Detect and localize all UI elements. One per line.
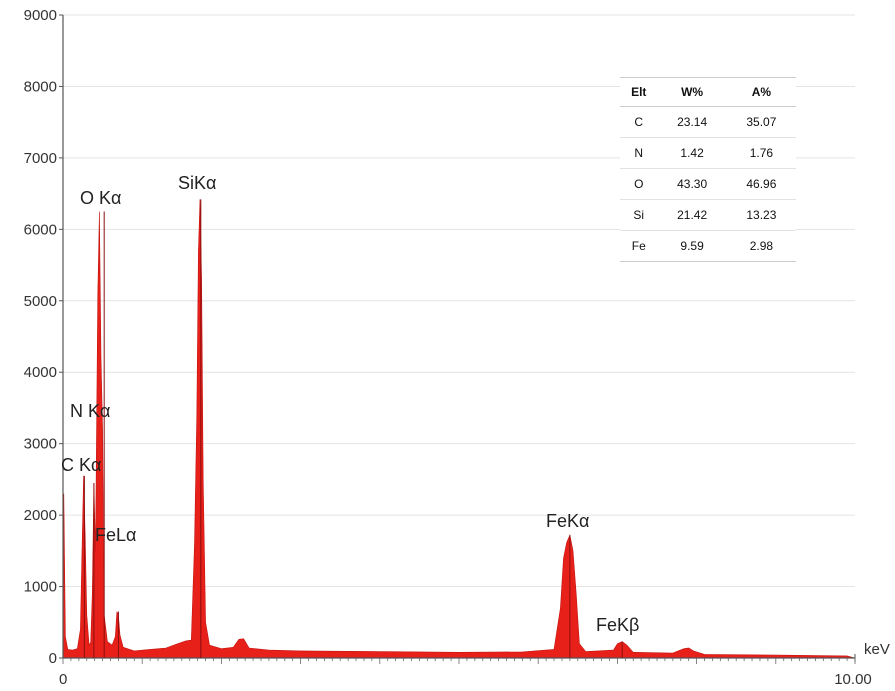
table-row: Si 21.42 13.23 <box>620 199 796 231</box>
y-tick-label: 9000 <box>24 7 57 24</box>
tick-labels: 0 1000 2000 3000 4000 5000 6000 7000 8000 9000 0 10… <box>24 7 872 688</box>
table-row: Fe 9.59 2.98 <box>620 230 796 262</box>
y-tick-label: 3000 <box>24 436 57 453</box>
y-tick-label: 7000 <box>24 150 57 167</box>
table-header-row: Elt W% A% <box>620 77 796 107</box>
cell-atomic: 35.07 <box>726 106 796 138</box>
peak-labels: C Kα N Kα O Kα FeLα SiKα FeKα FeKβ <box>61 173 639 658</box>
spectrum-area <box>62 199 856 659</box>
table-row: O 43.30 46.96 <box>620 168 796 200</box>
cell-element: O <box>620 168 658 200</box>
cell-atomic: 46.96 <box>726 168 796 200</box>
y-tick-label: 6000 <box>24 221 57 238</box>
table-row: N 1.42 1.76 <box>620 137 796 169</box>
peak-label: FeKβ <box>596 615 639 635</box>
y-tick-label: 8000 <box>24 78 57 95</box>
y-tick-label: 4000 <box>24 364 57 381</box>
y-tick-label: 2000 <box>24 507 57 524</box>
cell-weight: 43.30 <box>657 168 727 200</box>
cell-element: C <box>620 106 658 138</box>
peak-label: C Kα <box>61 455 101 475</box>
cell-atomic: 1.76 <box>726 137 796 169</box>
header-weight-percent: W% <box>657 77 727 107</box>
y-tick-label: 5000 <box>24 293 57 310</box>
cell-element: Fe <box>620 230 658 262</box>
header-element: Elt <box>620 77 658 107</box>
cell-weight: 23.14 <box>657 106 727 138</box>
cell-atomic: 13.23 <box>726 199 796 231</box>
peak-label: FeLα <box>95 525 136 545</box>
cell-atomic: 2.98 <box>726 230 796 262</box>
composition-table: Elt W% A% C 23.14 35.07 N 1.42 1.76 O 43… <box>620 77 796 262</box>
peak-label: SiKα <box>178 173 216 193</box>
axes <box>59 14 856 664</box>
x-tick-label: 0 <box>59 671 67 688</box>
x-axis-unit-label: keV <box>864 641 890 658</box>
y-tick-label: 1000 <box>24 579 57 596</box>
cell-element: Si <box>620 199 658 231</box>
peak-label: N Kα <box>70 401 110 421</box>
cell-weight: 21.42 <box>657 199 727 231</box>
x-tick-label: 10.00 <box>834 671 872 688</box>
cell-weight: 9.59 <box>657 230 727 262</box>
cell-element: N <box>620 137 658 169</box>
y-tick-label: 0 <box>49 650 57 667</box>
peak-label: O Kα <box>80 188 121 208</box>
header-atomic-percent: A% <box>726 77 796 107</box>
peak-label: FeKα <box>546 511 589 531</box>
table-row: C 23.14 35.07 <box>620 106 796 138</box>
cell-weight: 1.42 <box>657 137 727 169</box>
